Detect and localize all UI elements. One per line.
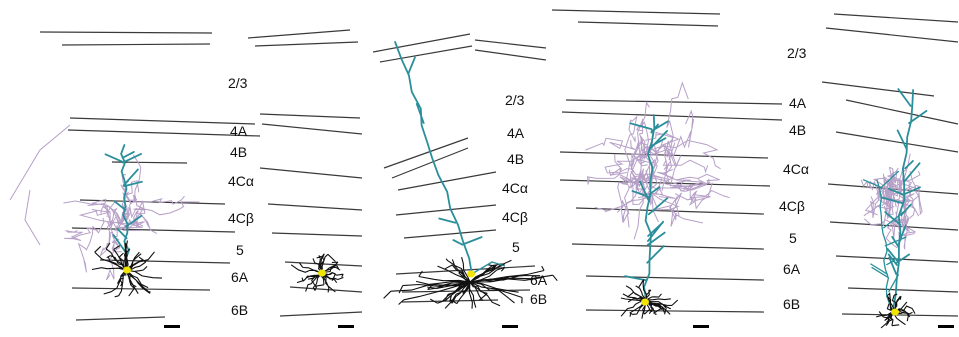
layer-boundary-line-51 (847, 287, 959, 293)
label-4a-group-3: 4A (789, 95, 807, 111)
basal-dendrite-neuron-1 (91, 240, 163, 298)
label-5-group-1: 5 (236, 242, 244, 258)
soma-neuron-2 (318, 269, 326, 277)
layer-boundary-line-50 (835, 255, 959, 263)
axon-neuron-4 (585, 81, 730, 240)
soma-neuron-3 (467, 270, 475, 278)
label-4b-group-3: 4B (789, 122, 807, 138)
soma-neuron-1 (123, 266, 131, 274)
layer-boundary-line-46 (845, 99, 959, 125)
layer-boundary-line-22 (379, 45, 473, 63)
scale-bar-3 (502, 325, 518, 328)
label-6b-group-2: 6B (530, 291, 548, 307)
label-4calpha-group-2: 4Cα (502, 180, 528, 196)
apical-dendrite-neuron-4 (624, 114, 669, 301)
layer-boundary-line-13 (259, 113, 361, 119)
scale-bar-1 (164, 325, 180, 328)
label-23-group-3: 2/3 (787, 45, 807, 61)
label-5-group-3: 5 (789, 230, 797, 246)
label-6b-group-1: 6B (231, 302, 249, 318)
layer-boundary-line-11 (247, 29, 351, 39)
label-6a-group-1: 6A (231, 269, 249, 285)
layer-boundary-line-15 (259, 167, 363, 179)
label-23-group-2: 2/3 (505, 92, 525, 108)
layer-boundary-line-25 (383, 137, 469, 169)
label-4calpha-group-3: 4Cα (783, 161, 809, 177)
label-23-group-1: 2/3 (228, 75, 248, 91)
apical-dendrite-neuron-3 (394, 41, 483, 276)
layer-boundary-line-18 (284, 261, 363, 267)
label-4b-group-1: 4B (230, 144, 248, 160)
label-4calpha-group-1: 4Cα (228, 173, 254, 189)
layer-boundary-line-1 (39, 31, 213, 34)
layer-boundary-line-47 (835, 131, 959, 153)
apical-branch-neuron-3 (469, 261, 506, 276)
layer-boundary-line-29 (403, 229, 497, 239)
label-5-group-2: 5 (512, 239, 520, 255)
apical-dendrite-neuron-5 (881, 88, 928, 311)
layer-boundary-line-10 (75, 316, 166, 321)
label-6b-group-3: 6B (783, 296, 801, 312)
layer-boundary-line-4 (67, 129, 261, 137)
apical-dendrite-neuron-5-secondary (862, 170, 907, 306)
layer-boundary-line-42 (585, 309, 765, 313)
label-4a-group-1: 4A (230, 123, 248, 139)
layer-boundary-line-52 (841, 313, 959, 317)
soma-neuron-4 (641, 298, 649, 306)
layer-boundary-line-2 (61, 43, 211, 46)
layer-boundary-line-30 (395, 265, 536, 275)
layer-boundary-line-36 (561, 111, 783, 121)
layer-boundary-line-28 (395, 204, 497, 216)
layer-boundary-line-34 (577, 21, 719, 27)
layer-boundary-line-21 (372, 33, 471, 53)
basal-dendrite-neuron-3 (383, 257, 558, 309)
layer-boundary-line-26 (391, 147, 469, 179)
label-4cbeta-group-1: 4Cβ (228, 210, 254, 226)
layer-boundary-line-48 (827, 183, 959, 195)
layer-boundary-line-39 (575, 207, 765, 215)
layer-boundary-line-6 (79, 199, 226, 205)
soma-neuron-5 (891, 308, 899, 316)
label-4cbeta-group-3: 4Cβ (779, 198, 805, 214)
axon-neuron-5 (860, 153, 923, 250)
label-6a-group-3: 6A (783, 261, 801, 277)
layer-boundary-line-49 (829, 221, 959, 231)
layer-boundary-line-7 (71, 227, 236, 233)
layer-boundary-line-37 (559, 151, 769, 159)
layer-boundary-line-27 (397, 171, 497, 191)
layer-boundary-line-38 (559, 179, 771, 187)
layer-boundary-line-20 (279, 311, 363, 317)
layer-boundary-line-40 (571, 243, 765, 250)
layer-boundary-line-45 (821, 81, 935, 97)
layer-boundary-line-44 (825, 27, 959, 43)
layer-boundary-line-43 (833, 13, 959, 23)
layer-boundary-line-19 (289, 286, 363, 293)
label-4a-group-2: 4A (507, 125, 525, 141)
layer-boundary-line-35 (565, 99, 783, 105)
label-4cbeta-group-2: 4Cβ (502, 209, 528, 225)
label-4b-group-2: 4B (507, 151, 525, 167)
basal-dendrite-neuron-4 (620, 279, 679, 319)
layer-boundary-line-17 (271, 232, 363, 237)
basal-dendrite-neuron-2 (290, 253, 344, 293)
layer-boundary-line-24 (474, 49, 547, 61)
scale-bar-4 (693, 325, 709, 328)
layer-boundary-line-8 (99, 259, 231, 264)
layer-boundary-line-12 (254, 41, 359, 47)
axon-neuron-1-left (9, 124, 71, 246)
layer-boundary-line-14 (261, 123, 363, 135)
scale-bar-5 (938, 325, 954, 328)
layer-boundary-line-41 (585, 275, 765, 281)
layer-boundary-line-3 (69, 117, 256, 125)
layer-boundary-line-33 (551, 9, 721, 15)
basal-dendrite-neuron-5 (876, 292, 916, 329)
scale-bar-2 (338, 325, 354, 328)
layer-boundary-line-9 (71, 287, 211, 291)
label-6a-group-2: 6A (530, 272, 548, 288)
layer-boundary-line-16 (267, 203, 363, 211)
layer-boundary-line-23 (474, 39, 547, 49)
apical-dendrite-neuron-1 (104, 144, 143, 269)
